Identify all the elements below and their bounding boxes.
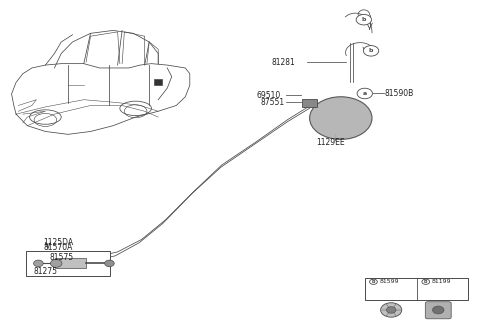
Text: 81599: 81599 bbox=[379, 279, 399, 284]
Circle shape bbox=[356, 14, 372, 25]
Text: 81590B: 81590B bbox=[385, 89, 414, 98]
FancyBboxPatch shape bbox=[55, 258, 86, 268]
Circle shape bbox=[370, 279, 377, 284]
Circle shape bbox=[363, 46, 379, 56]
FancyBboxPatch shape bbox=[26, 251, 110, 276]
Circle shape bbox=[105, 260, 114, 267]
FancyBboxPatch shape bbox=[425, 302, 451, 319]
Text: 87551: 87551 bbox=[260, 98, 284, 107]
Text: b: b bbox=[361, 17, 366, 22]
Circle shape bbox=[50, 259, 62, 267]
Text: 81570A: 81570A bbox=[43, 243, 72, 253]
Circle shape bbox=[386, 307, 396, 313]
Text: 81199: 81199 bbox=[432, 279, 451, 284]
Text: 1129EE: 1129EE bbox=[316, 138, 345, 147]
Text: 81281: 81281 bbox=[271, 58, 295, 67]
Text: 69510: 69510 bbox=[256, 91, 281, 100]
Circle shape bbox=[310, 97, 372, 139]
Circle shape bbox=[422, 279, 430, 284]
Text: 81275: 81275 bbox=[34, 267, 58, 276]
Text: 81575: 81575 bbox=[50, 253, 74, 262]
FancyBboxPatch shape bbox=[155, 79, 162, 85]
Circle shape bbox=[432, 306, 444, 314]
Circle shape bbox=[357, 88, 372, 99]
FancyBboxPatch shape bbox=[302, 99, 317, 107]
FancyBboxPatch shape bbox=[365, 278, 468, 300]
Text: b: b bbox=[372, 279, 375, 284]
Text: b: b bbox=[369, 48, 373, 53]
Text: b: b bbox=[424, 279, 428, 284]
Text: a: a bbox=[363, 91, 367, 96]
Circle shape bbox=[34, 260, 43, 267]
Circle shape bbox=[381, 303, 402, 317]
Text: 1125DA: 1125DA bbox=[43, 238, 73, 247]
